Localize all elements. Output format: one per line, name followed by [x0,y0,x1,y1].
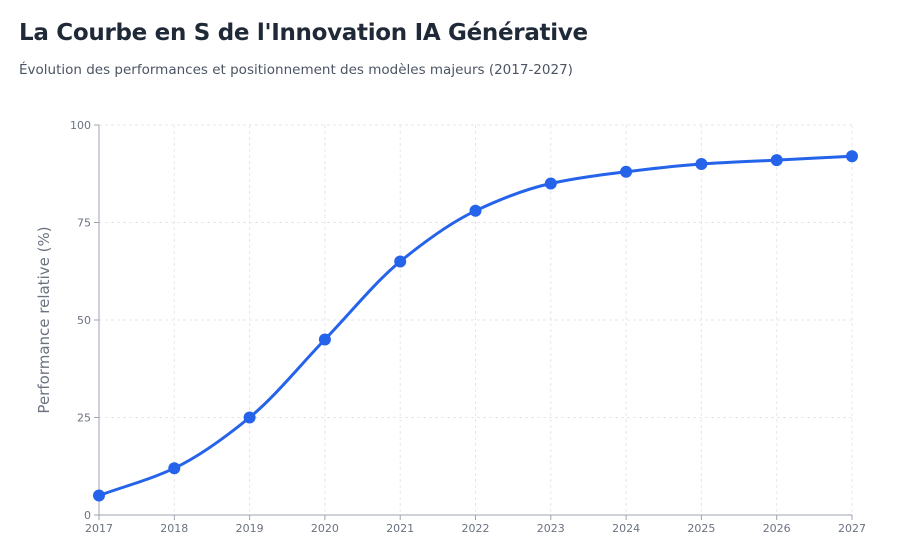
grid-layer [99,124,853,515]
data-point-2027 [846,150,858,163]
data-point-2019 [243,411,256,424]
x-tick-label: 2024 [612,522,640,535]
data-point-2018 [168,462,181,475]
x-tick-label: 2022 [462,522,490,535]
x-tick-label: 2027 [838,522,866,535]
x-tick-label: 2018 [160,522,188,535]
series-layer [97,154,854,497]
x-tick-label: 2025 [687,522,715,535]
y-tick-label: 75 [77,217,91,230]
data-point-2023 [544,177,557,190]
points-layer [93,150,858,502]
data-point-2020 [318,333,331,346]
data-point-2022 [469,204,482,217]
y-tick-label: 25 [77,412,91,425]
data-point-2024 [620,165,633,178]
x-tick-label: 2021 [386,522,414,535]
axis-layer: 0 25 50 75 100 2017 2018 2019 2020 2021 2022 2023 20… [35,119,866,535]
data-point-2026 [770,154,783,167]
chart-title: La Courbe en S de l'Innovation IA Généra… [19,20,588,46]
y-tick-label: 50 [77,314,91,327]
x-tick-label: 2026 [763,522,791,535]
y-tick-label: 0 [84,509,91,522]
chart-subtitle: Évolution des performances et positionne… [19,62,573,78]
data-point-2017 [93,489,105,502]
y-axis-title: Performance relative (%) [35,226,53,413]
x-tick-label: 2020 [311,522,339,535]
series-line [97,154,854,497]
data-point-2025 [695,158,708,170]
x-tick-label: 2019 [236,522,264,535]
y-tick-label: 100 [70,119,91,132]
data-point-2021 [394,255,407,268]
x-tick-label: 2023 [537,522,565,535]
x-tick-label: 2017 [85,522,113,535]
